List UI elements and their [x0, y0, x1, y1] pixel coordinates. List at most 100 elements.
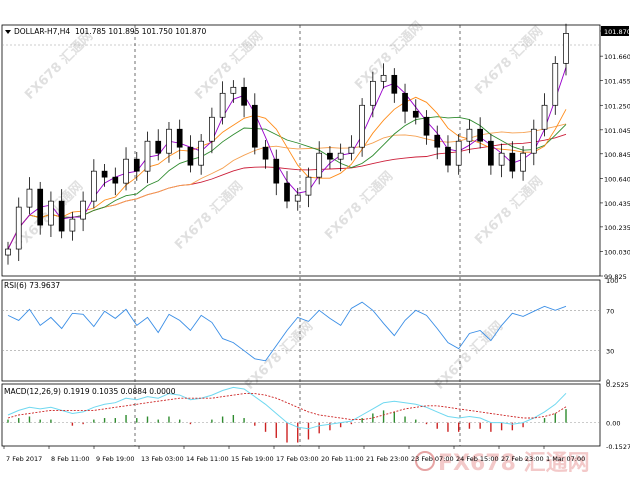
- candlestick: [412, 99, 419, 125]
- macd-frame: [1, 383, 601, 447]
- candlestick: [90, 159, 97, 209]
- candle-body-up: [498, 152, 505, 166]
- candlestick: [176, 119, 183, 160]
- candle-body-up: [530, 128, 537, 154]
- candlestick: [112, 167, 119, 196]
- candlestick: [123, 147, 129, 191]
- price-tick-label: 101.250: [604, 102, 630, 110]
- price-tick-label: 100.235: [604, 224, 630, 232]
- candlestick: [133, 151, 140, 181]
- price-tick-label: 101.660: [604, 53, 630, 61]
- candlestick: [509, 141, 516, 179]
- time-tick-label: 14 Feb 11:00: [186, 455, 229, 463]
- candle-body-down: [402, 92, 408, 112]
- candle-body-down: [445, 146, 451, 166]
- candle-body-up: [337, 152, 344, 160]
- time-tick-label: 24 Feb 15:00: [456, 455, 499, 463]
- price-tick-label: 99.825: [604, 273, 627, 281]
- candle-body-down: [133, 158, 140, 172]
- candlestick: [101, 163, 108, 187]
- time-tick-label: 7 Feb 2017: [6, 455, 42, 463]
- chevron-down-icon[interactable]: [5, 30, 11, 34]
- candlestick: [520, 146, 526, 181]
- candle-body-down: [176, 128, 183, 148]
- price-tick-label: 100.640: [604, 175, 630, 183]
- symbol-label: DOLLAR-H7,H4: [14, 27, 70, 36]
- candlestick: [155, 129, 162, 161]
- candle-body-up: [198, 140, 205, 166]
- logo-ring-icon: [415, 451, 435, 471]
- candlestick: [402, 83, 408, 124]
- candlestick: [455, 134, 462, 175]
- candle-body-down: [241, 86, 247, 106]
- time-axis: 7 Feb 2017 8 Feb 11:00 9 Feb 19:00 13 Feb 0…: [3, 446, 585, 463]
- price-tick-label: 101.045: [604, 127, 630, 135]
- time-tick-label: 20 Feb 11:00: [321, 455, 364, 463]
- candlestick: [348, 135, 355, 161]
- time-tick-label: 9 Feb 19:00: [96, 455, 135, 463]
- candlestick: [251, 93, 258, 155]
- candlestick: [230, 80, 237, 103]
- candlestick: [48, 191, 54, 238]
- price-tick-label: 100.435: [604, 200, 630, 208]
- candle-body-up: [455, 140, 462, 166]
- candlestick: [144, 131, 151, 184]
- candle-body-up: [520, 152, 526, 172]
- candlestick: [26, 177, 33, 215]
- candlestick: [477, 117, 484, 149]
- candle-body-up: [552, 62, 559, 106]
- candlestick: [434, 125, 441, 160]
- time-tick-label: 17 Feb 03:00: [276, 455, 319, 463]
- price-tick-label: 100.845: [604, 151, 630, 159]
- candle-body-up: [466, 128, 473, 142]
- time-tick-label: 1 Mar 07:00: [546, 455, 585, 463]
- candlestick: [37, 181, 44, 235]
- candlestick: [187, 135, 194, 173]
- candle-body-down: [58, 200, 65, 232]
- candlestick: [563, 23, 569, 76]
- price-tick-label: 101.455: [604, 78, 630, 86]
- candle-body-down: [187, 146, 194, 166]
- candlestick: [359, 98, 365, 157]
- candlestick: [209, 107, 215, 154]
- candlestick: [219, 81, 226, 125]
- candle-body-down: [391, 74, 398, 94]
- candle-body-up: [26, 188, 33, 208]
- candle-body-down: [284, 182, 290, 202]
- candlestick: [552, 56, 559, 115]
- ohlc-label: 101.785 101.895 101.750 101.870: [75, 27, 206, 36]
- time-tick-label: 23 Feb 07:00: [411, 455, 454, 463]
- time-tick-label: 27 Feb 23:00: [501, 455, 544, 463]
- candle-body-up: [144, 140, 151, 172]
- candle-body-down: [273, 158, 280, 184]
- rsi-label: RSI(6) 73.9637: [4, 281, 60, 290]
- rsi-tick-label: 70: [606, 307, 614, 315]
- price-tick-label: 101.870: [604, 28, 630, 36]
- candlestick: [445, 135, 451, 173]
- candle-body-down: [509, 152, 516, 172]
- candlestick: [58, 189, 65, 239]
- macd-label: MACD(12,26,9) 0.1919 0.1035 0.0884 0.000…: [4, 387, 176, 396]
- candle-body-down: [488, 140, 494, 166]
- candle-body-up: [348, 146, 355, 154]
- rsi-frame: [1, 279, 601, 382]
- candle-body-down: [112, 176, 119, 184]
- candle-body-up: [230, 86, 237, 94]
- macd-line: [7, 386, 567, 430]
- macd-tick-label: 0.00: [606, 420, 620, 428]
- candlestick: [391, 68, 398, 103]
- candlestick: [327, 146, 333, 169]
- candlestick: [498, 143, 505, 178]
- candle-body-up: [90, 170, 97, 202]
- candle-body-up: [209, 116, 215, 142]
- candle-body-up: [541, 104, 548, 130]
- candlestick: [80, 191, 86, 232]
- candle-body-up: [123, 158, 129, 184]
- price-axis: 101.870 101.660 101.455 101.250 101.045 100.8…: [600, 25, 630, 281]
- time-tick-label: 15 Feb 19:00: [231, 455, 274, 463]
- current-price-box: [601, 25, 629, 36]
- candlestick: [305, 167, 312, 208]
